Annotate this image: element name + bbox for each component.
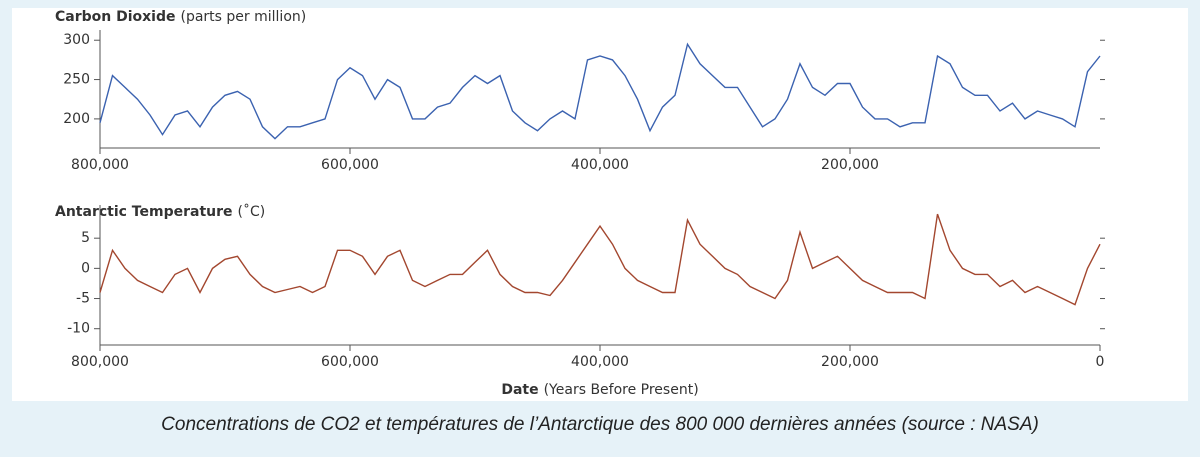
y-tick-label: 0	[81, 260, 90, 276]
title: Antarctic Temperature	[55, 204, 233, 220]
x-tick-label: 600,000	[321, 354, 379, 370]
caption: Concentrations de CO2 et températures de…	[161, 414, 1039, 435]
y-tick-label: 300	[63, 32, 90, 48]
x-tick-label: 400,000	[571, 354, 629, 370]
x-tick-label: 800,000	[71, 354, 129, 370]
y-tick-label: 250	[63, 72, 90, 88]
title: Carbon Dioxide	[55, 9, 176, 25]
panel	[12, 8, 1188, 401]
chart-title: Carbon Dioxide (parts per million)	[55, 9, 306, 25]
y-tick-label: 5	[81, 230, 90, 246]
x-tick-label: 200,000	[821, 157, 879, 173]
xlabel-note: (Years Before Present)	[544, 382, 699, 398]
y-tick-label: -10	[67, 321, 90, 337]
xlabel: Date	[501, 382, 538, 398]
x-axis-label: Date (Years Before Present)	[501, 382, 698, 398]
subtitle: (˚C)	[238, 203, 266, 220]
x-tick-label: 400,000	[571, 157, 629, 173]
line	[99, 213, 1101, 306]
x-tick-label: 600,000	[321, 157, 379, 173]
y-tick-label: -5	[76, 291, 90, 307]
x-tick-label: 200,000	[821, 354, 879, 370]
x-tick-label: 800,000	[71, 157, 129, 173]
chart-title: Antarctic Temperature (˚C)	[55, 203, 265, 220]
subtitle: (parts per million)	[181, 9, 307, 25]
line	[99, 42, 1101, 140]
y-tick-label: 200	[63, 111, 90, 127]
x-tick-label: 0	[1096, 354, 1105, 370]
